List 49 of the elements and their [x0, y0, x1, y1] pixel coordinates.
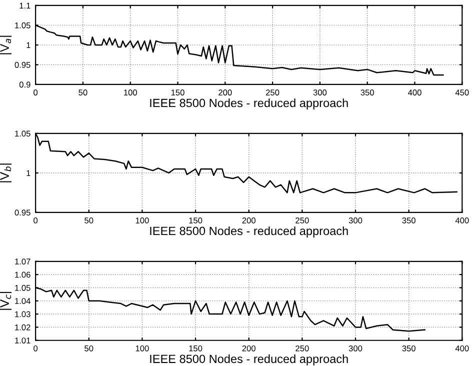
y-tick-label: 1.06: [15, 272, 30, 278]
y-tick-label: 1.03: [15, 311, 30, 318]
x-tick-label: 300: [313, 90, 327, 96]
y-tick-label: 1.05: [15, 130, 30, 137]
y-tick-label: 1.05: [15, 284, 30, 291]
x-tick-label: 0: [34, 218, 38, 224]
x-tick-label: 0: [34, 345, 38, 352]
x-tick-label: 50: [84, 218, 94, 224]
y-tick-label: 1.1: [20, 2, 30, 9]
x-tick-label: 350: [402, 218, 416, 224]
x-tick-label: 400: [455, 345, 469, 352]
x-tick-label: 300: [348, 345, 362, 352]
x-tick-label: 250: [266, 90, 280, 96]
y-tick-label: 0.9: [19, 82, 30, 88]
x-tick-label: 100: [136, 345, 149, 352]
y-axis-title: |V$_{a}$|: [0, 36, 12, 54]
x-tick-label: 200: [218, 90, 232, 96]
x-tick-label: 250: [296, 218, 309, 224]
y-tick-label: 0.95: [14, 62, 30, 68]
x-tick-label: 400: [455, 218, 469, 224]
y-tick-label: 1.05: [15, 22, 30, 28]
y-tick-label: 1: [26, 170, 30, 176]
x-tick-label: 150: [171, 90, 184, 96]
y-tick-label: 1.07: [15, 258, 30, 264]
x-tick-label: 50: [84, 345, 94, 352]
x-tick-label: 350: [360, 90, 374, 96]
x-tick-label: 250: [296, 345, 309, 352]
x-tick-label: 300: [348, 218, 362, 224]
x-tick-label: 400: [408, 90, 422, 96]
x-tick-label: 200: [242, 345, 256, 352]
y-axis-title: |V$_{b}$|: [0, 164, 12, 182]
x-tick-label: 0: [34, 90, 38, 96]
x-tick-label: 350: [402, 345, 416, 352]
y-tick-label: 1.02: [15, 324, 30, 330]
y-tick-label: 1.01: [15, 338, 30, 344]
x-tick-label: 100: [136, 218, 149, 224]
y-axis-title: |V$_{c}$|: [0, 292, 12, 310]
x-tick-label: 200: [242, 218, 256, 224]
x-tick-label: 450: [455, 90, 469, 96]
x-tick-label: 150: [189, 345, 202, 352]
y-tick-label: 1: [26, 42, 30, 48]
x-tick-label: 150: [189, 218, 202, 224]
x-tick-label: 100: [124, 90, 137, 96]
y-tick-label: 1.04: [15, 298, 30, 304]
y-tick-label: 0.95: [14, 210, 30, 216]
x-axis-title: IEEE 8500 Nodes - reduced approach: [150, 98, 348, 110]
x-axis-title: IEEE 8500 Nodes - reduced approach: [150, 354, 348, 366]
x-axis-title: IEEE 8500 Nodes - reduced approach: [150, 226, 348, 238]
x-tick-label: 50: [78, 90, 88, 96]
